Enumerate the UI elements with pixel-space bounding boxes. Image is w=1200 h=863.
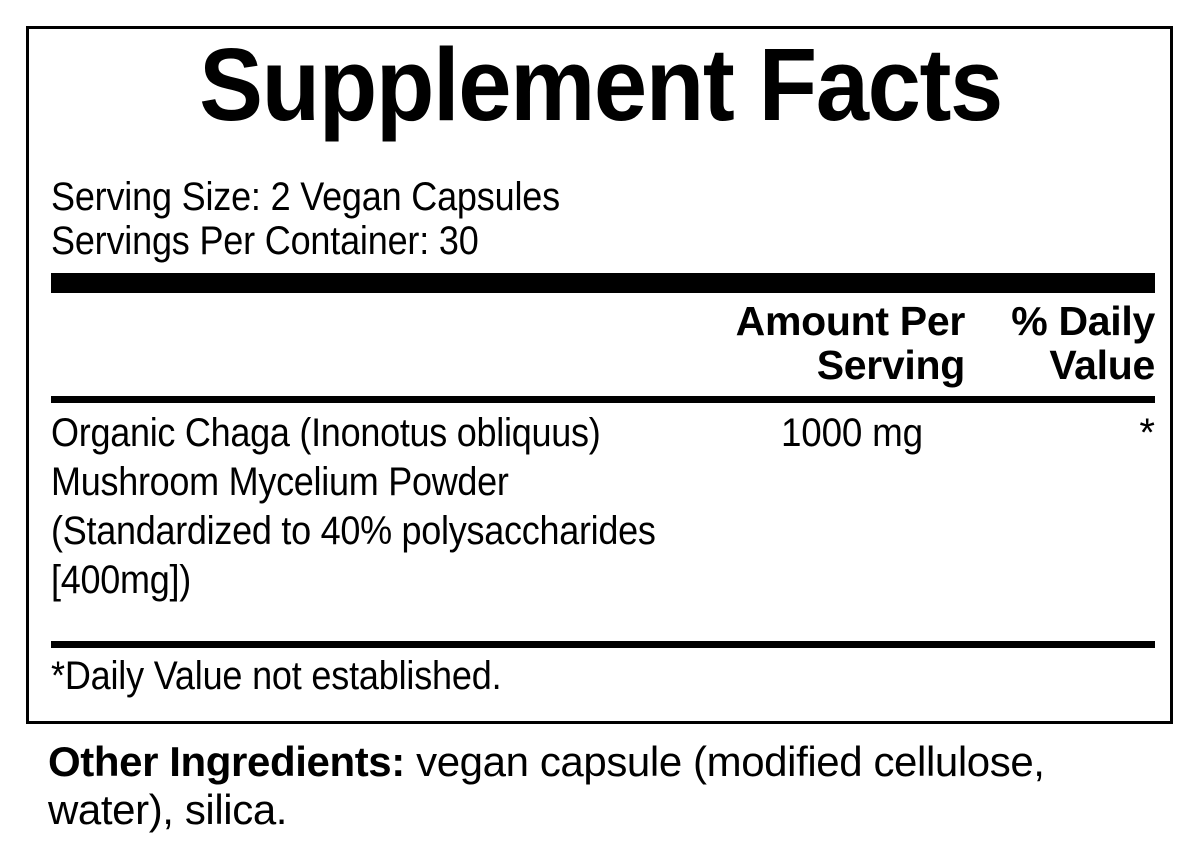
other-ingredients: Other Ingredients: vegan capsule (modifi… [48,738,1168,834]
serving-information: Serving Size: 2 Vegan Capsules Servings … [51,175,1041,263]
other-ingredients-text: vegan capsule (modified cellulose, water… [48,738,1045,833]
column-headers: Amount Per % Daily Serving Value [51,297,1156,393]
table-row: Organic Chaga (Inonotus obliquus) Mushro… [51,409,1155,637]
footnote-top-rule [51,641,1155,648]
header-thick-rule [51,273,1155,293]
other-ingredients-label: Other Ingredients: [48,738,405,785]
page-title: Supplement Facts [199,27,1003,142]
column-headers-line-1: Amount Per % Daily [51,298,1156,344]
ingredient-amount: 1000 mg [781,411,923,455]
daily-value-header-line1: % Daily [1011,298,1155,344]
header-bottom-rule [51,396,1155,403]
supplement-facts-panel: Supplement Facts Serving Size: 2 Vegan C… [26,26,1173,724]
daily-value-footnote: *Daily Value not established. [51,654,502,698]
amount-per-serving-header-line1: Amount Per [735,298,966,344]
ingredient-daily-value: * [1139,411,1155,455]
servings-per-container-text: Servings Per Container: 30 [51,219,479,263]
serving-size-text: Serving Size: 2 Vegan Capsules [51,175,560,219]
ingredient-name: Organic Chaga (Inonotus obliquus) Mushro… [51,411,656,602]
panel-content: Supplement Facts Serving Size: 2 Vegan C… [48,27,1156,721]
daily-value-header-line2: Value [1049,342,1155,388]
column-headers-line-2: Serving Value [51,342,1156,388]
amount-per-serving-header-line2: Serving [816,342,966,388]
